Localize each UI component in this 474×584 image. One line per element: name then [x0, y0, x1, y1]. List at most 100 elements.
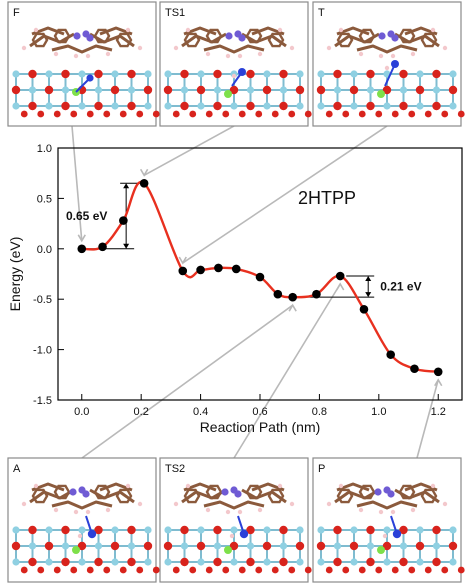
blue-nitrogen-atom — [391, 60, 399, 68]
data-point — [410, 364, 419, 374]
oxygen-atom — [441, 566, 449, 574]
oxygen-atom — [246, 557, 255, 567]
data-point — [288, 292, 297, 302]
hydrogen-atom — [289, 501, 295, 507]
nitrogen-atom — [86, 34, 94, 42]
oxygen-atom — [333, 101, 342, 111]
oxygen-atom — [333, 69, 342, 79]
data-point — [359, 304, 369, 314]
oxygen-atom — [271, 566, 279, 574]
porphyrin-molecule — [21, 26, 143, 59]
hydrogen-atom — [378, 53, 384, 59]
hydrogen-atom — [378, 509, 384, 515]
oxygen-atom — [415, 85, 425, 95]
carbon-bonds — [203, 500, 265, 510]
y-tick-label: -1.5 — [33, 395, 52, 407]
oxygen-atom — [349, 541, 359, 551]
panel-label: TS2 — [165, 463, 185, 475]
titanium-atom — [432, 86, 441, 94]
titanium-atom — [246, 542, 255, 550]
oxygen-atom — [399, 101, 408, 111]
oxide-surface — [163, 69, 312, 118]
phenyl-ring — [183, 488, 201, 504]
y-tick-label: 0.0 — [37, 244, 52, 256]
phenyl-ring — [115, 488, 133, 504]
arrow-head — [365, 276, 372, 282]
oxide-surface — [11, 69, 160, 118]
nitrogen-atom — [225, 32, 233, 40]
oxygen-atom — [205, 110, 213, 118]
phenyl-ring — [398, 28, 416, 44]
oxygen-atom — [180, 69, 189, 79]
oxygen-atom — [213, 557, 222, 567]
panel-label: TS1 — [165, 7, 185, 19]
phenyl-ring — [31, 488, 49, 504]
blue-nitrogen-atom — [392, 529, 402, 539]
hydrogen-atom — [125, 483, 131, 489]
oxygen-atom — [44, 541, 54, 551]
oxygen-atom — [205, 566, 213, 574]
oxygen-atom — [229, 541, 239, 551]
phenyl-ring — [358, 28, 376, 44]
oxygen-atom — [28, 101, 37, 111]
titanium-atom — [317, 558, 325, 566]
hydrogen-atom — [410, 507, 416, 513]
titanium-atom — [416, 102, 424, 110]
adsorbate-atoms — [377, 515, 402, 554]
oxygen-atom — [196, 541, 206, 551]
titanium-atom — [333, 542, 342, 550]
hydrogen-atom — [358, 51, 364, 57]
oxygen-atom — [366, 69, 375, 79]
titanium-atom — [12, 70, 20, 78]
oxygen-atom — [304, 110, 312, 118]
oxygen-atom — [238, 110, 246, 118]
oxygen-atom — [325, 566, 333, 574]
titanium-atom — [333, 86, 342, 94]
panel-label: T — [318, 7, 325, 19]
oxygen-atom — [342, 110, 350, 118]
oxygen-atom — [279, 69, 288, 79]
connector-line — [416, 379, 440, 459]
oxygen-atom — [375, 110, 383, 118]
oxygen-atom — [28, 557, 37, 567]
phenyl-ring — [183, 32, 201, 48]
data-point — [273, 289, 283, 299]
structure-panel-ts1: TS1 — [159, 1, 312, 127]
x-tick-label: 0.0 — [74, 406, 89, 418]
oxygen-atom — [196, 85, 206, 95]
titanium-atom — [61, 542, 70, 550]
oxygen-atom — [358, 110, 366, 118]
phenyl-ring — [53, 484, 71, 500]
carbon-bonds — [203, 44, 265, 54]
annotation-label: 0.21 eV — [380, 280, 421, 294]
data-point — [98, 242, 107, 252]
hydrogen-atom — [289, 45, 295, 51]
oxygen-atom — [28, 525, 37, 535]
hydrogen-atom — [277, 27, 283, 33]
titanium-atom — [350, 558, 358, 566]
oxygen-atom — [255, 566, 263, 574]
adsorbate-atoms — [224, 68, 246, 98]
hydrogen-atom — [225, 509, 231, 515]
y-tick-label: 0.5 — [37, 193, 52, 205]
titanium-atom — [111, 70, 119, 78]
nitrogen-atom — [378, 32, 386, 40]
oxygen-atom — [262, 85, 272, 95]
oxygen-atom — [366, 525, 375, 535]
oxygen-atom — [448, 541, 458, 551]
connector-line — [182, 125, 388, 264]
oxygen-atom — [316, 541, 326, 551]
oxygen-atom — [11, 85, 21, 95]
porphyrin-molecule — [173, 482, 295, 515]
oxygen-atom — [61, 525, 70, 535]
hydrogen-atom — [390, 53, 396, 59]
hydrogen-atom — [326, 501, 332, 507]
oxygen-atom — [246, 525, 255, 535]
titanium-atom — [449, 102, 457, 110]
phenyl-ring — [336, 32, 354, 48]
phenyl-ring — [358, 484, 376, 500]
oxygen-atom — [11, 541, 21, 551]
adsorbate-atoms — [72, 74, 94, 96]
carbon-bonds — [356, 44, 418, 54]
titanium-atom — [383, 102, 391, 110]
